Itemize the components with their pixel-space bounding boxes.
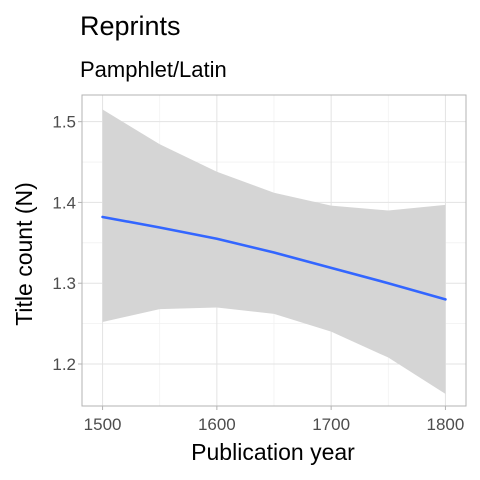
y-axis-title: Title count (N) <box>11 182 37 326</box>
y-tick-label: 1.3 <box>52 274 76 293</box>
y-tick-label: 1.2 <box>52 355 76 374</box>
x-tick-label: 1700 <box>312 415 350 434</box>
x-tick-label: 1800 <box>427 415 465 434</box>
x-tick-label: 1500 <box>84 415 122 434</box>
x-axis-title: Publication year <box>191 439 355 465</box>
plot-panel-border <box>81 94 467 407</box>
x-tick-label: 1600 <box>198 415 236 434</box>
chart-subtitle: Pamphlet/Latin <box>80 57 227 82</box>
y-tick-label: 1.5 <box>52 113 76 132</box>
y-tick-label: 1.4 <box>52 193 76 212</box>
axis-tick-labels: 1500 1600 1700 1800 1.2 1.3 1.4 1.5 <box>52 113 464 434</box>
trend-line-layer <box>101 215 447 301</box>
chart-title: Reprints <box>80 11 181 41</box>
axis-ticks <box>78 121 446 410</box>
trend-line <box>101 215 447 301</box>
